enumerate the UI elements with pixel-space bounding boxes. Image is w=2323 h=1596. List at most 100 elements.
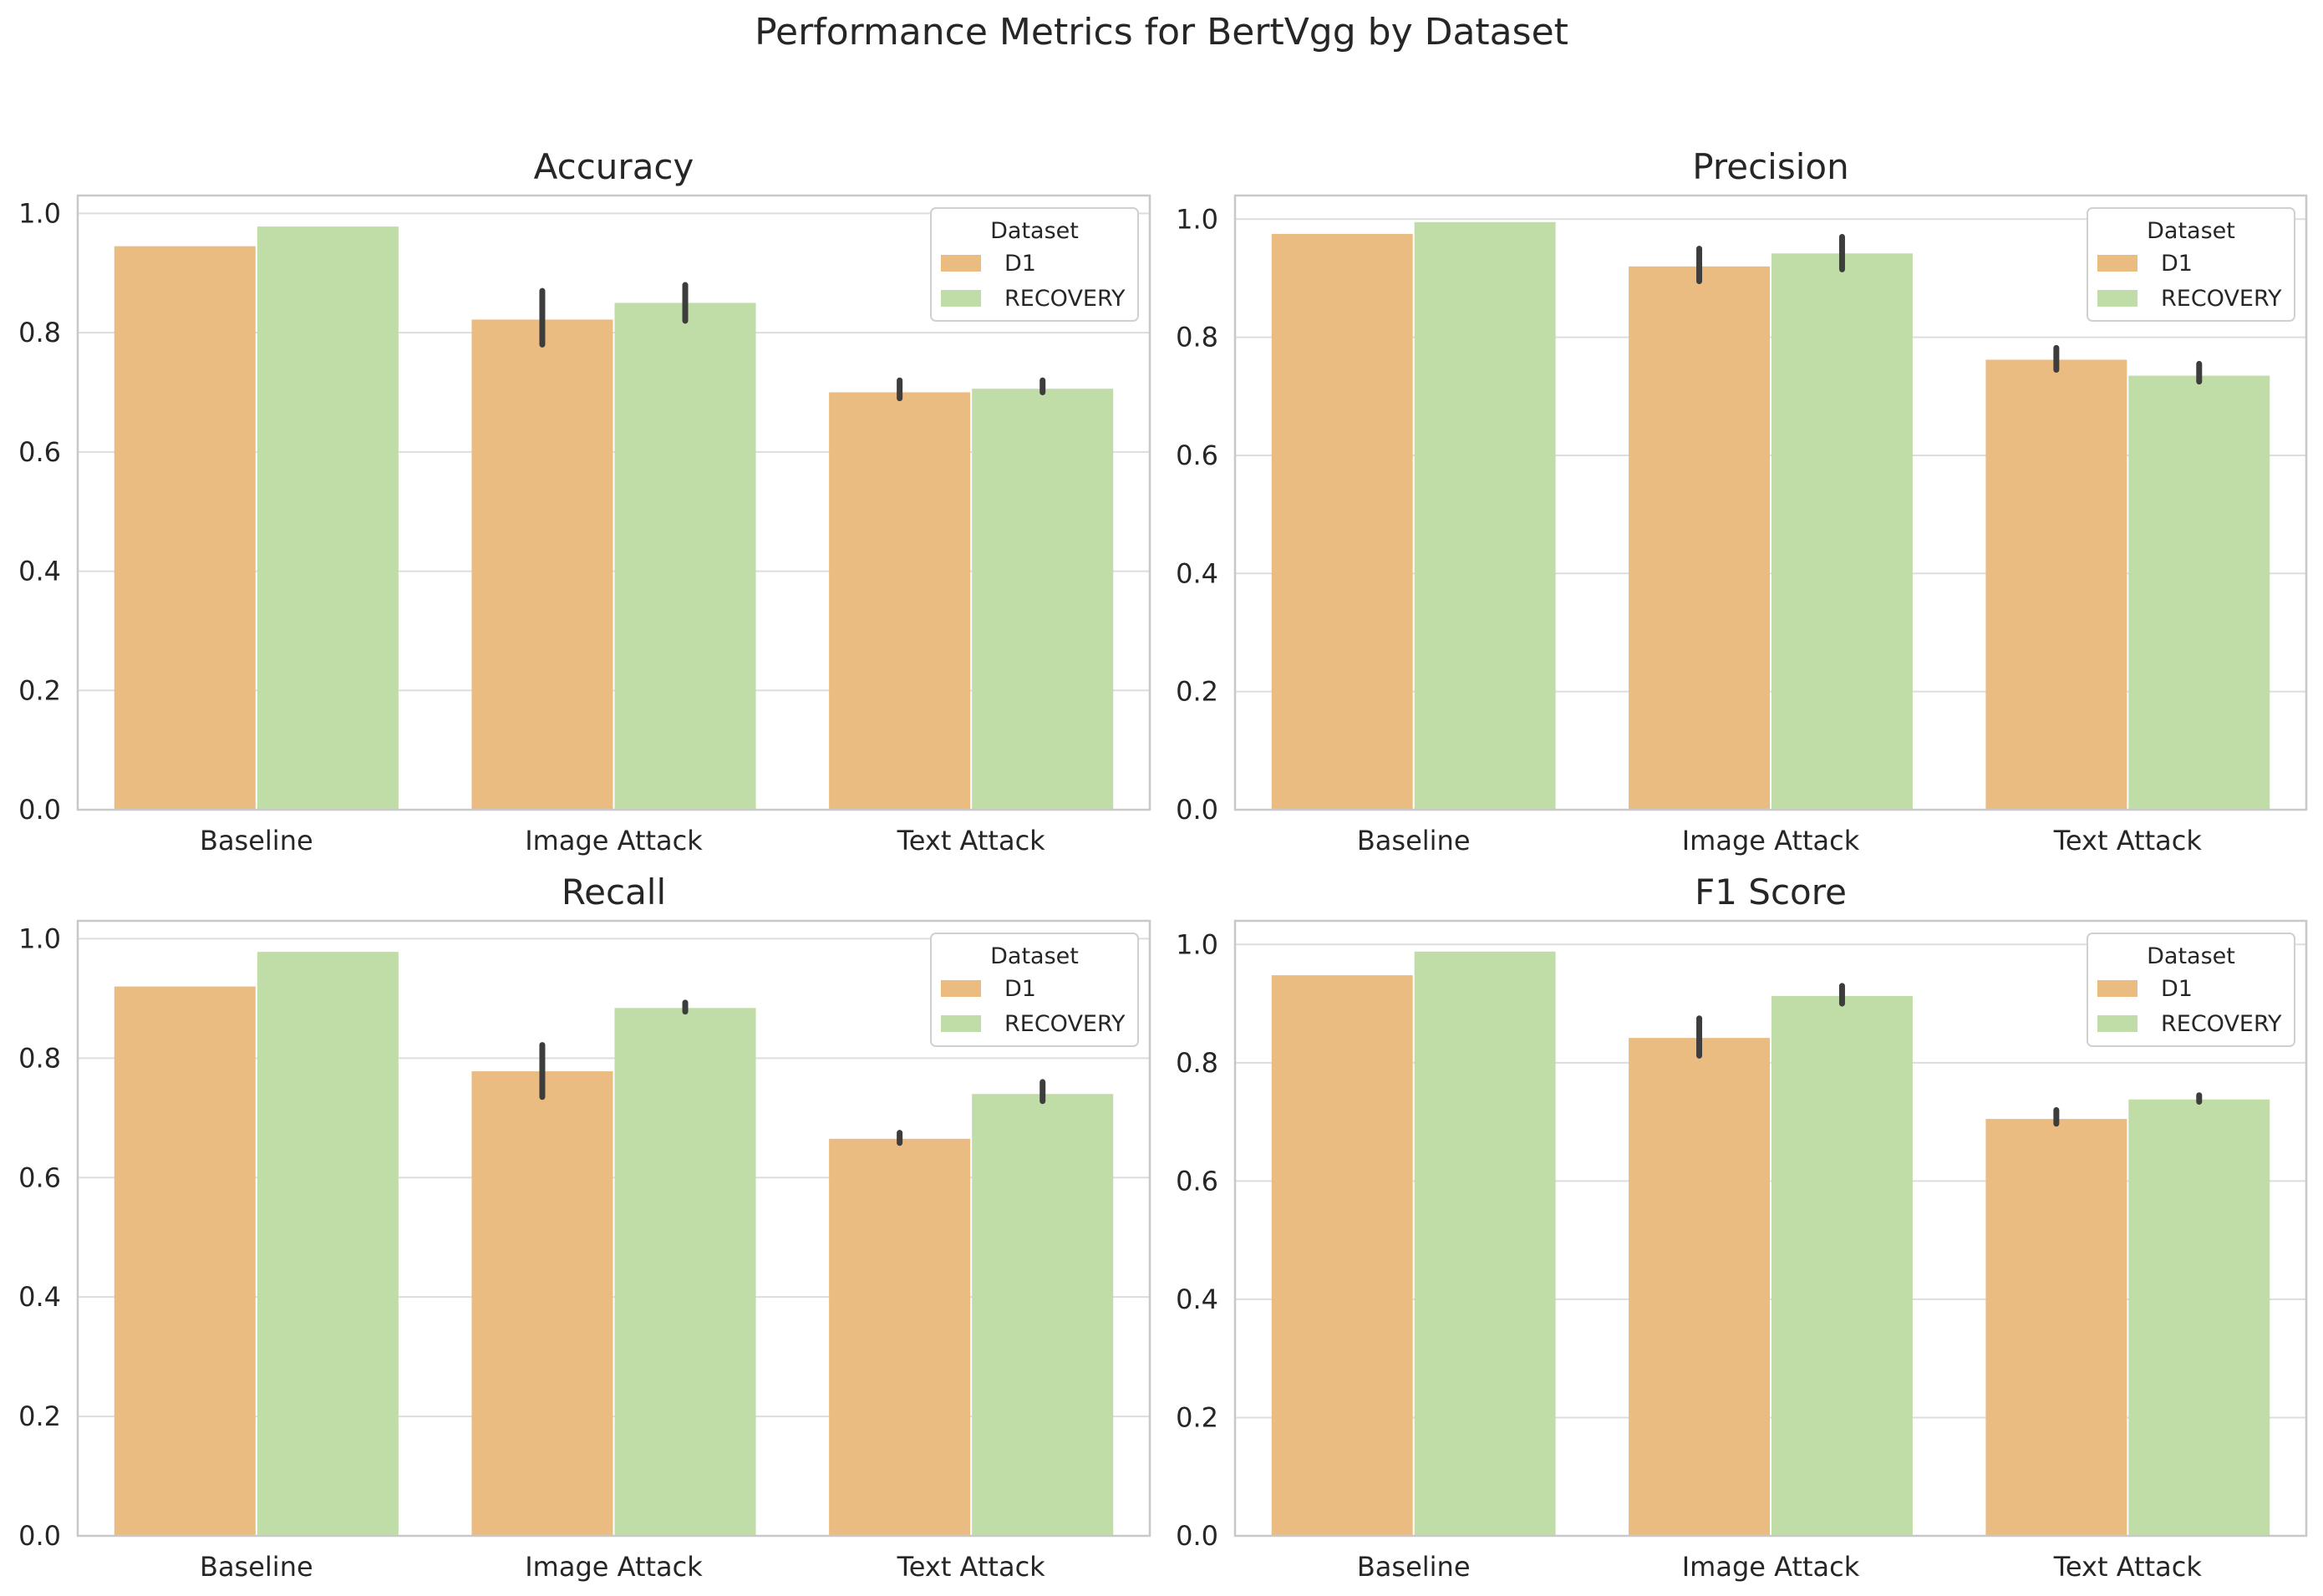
bar-recovery-image-attack bbox=[1771, 995, 1913, 1536]
bar-recovery-image-attack bbox=[1771, 253, 1913, 810]
legend-label-d1: D1 bbox=[1004, 251, 1036, 277]
y-tick-label: 0.0 bbox=[1176, 1520, 1218, 1552]
bar-recovery-baseline bbox=[257, 226, 399, 810]
panel-title: Recall bbox=[562, 872, 666, 912]
legend-box bbox=[2087, 207, 2295, 322]
legend-swatch-recovery bbox=[941, 290, 981, 307]
y-tick-label: 0.4 bbox=[18, 556, 61, 587]
y-tick-label: 0.0 bbox=[1176, 794, 1218, 826]
legend-swatch-recovery bbox=[2097, 290, 2137, 307]
panel-f1-score: 0.0 0.2 0.4 0.6 0.8 1.0 Baseline Image Attack Te… bbox=[1176, 872, 2308, 1583]
panel-title: Precision bbox=[1692, 146, 1848, 187]
bar-recovery-text-attack bbox=[972, 1094, 1114, 1536]
bar-recovery-baseline bbox=[1414, 951, 1556, 1536]
legend-title: Dataset bbox=[2147, 943, 2235, 969]
y-tick-label: 0.6 bbox=[18, 436, 61, 468]
x-tick-label: Baseline bbox=[1357, 825, 1471, 856]
x-tick-label: Image Attack bbox=[525, 825, 703, 856]
legend-label-recovery: RECOVERY bbox=[1004, 1011, 1126, 1037]
x-tick-label: Text Attack bbox=[2053, 825, 2203, 856]
bar-d1-baseline bbox=[114, 986, 256, 1536]
legend-box bbox=[930, 207, 1139, 322]
x-tick-label: Baseline bbox=[200, 1551, 313, 1583]
y-tick-label: 1.0 bbox=[18, 197, 61, 229]
y-tick-label: 0.0 bbox=[18, 794, 61, 826]
legend-label-recovery: RECOVERY bbox=[1004, 286, 1126, 312]
bar-d1-baseline bbox=[114, 246, 256, 810]
legend-swatch-recovery bbox=[941, 1015, 981, 1032]
legend-swatch-d1 bbox=[2097, 255, 2137, 272]
legend-label-recovery: RECOVERY bbox=[2161, 286, 2282, 312]
bar-d1-image-attack bbox=[1629, 1038, 1770, 1536]
bar-d1-text-attack bbox=[829, 392, 971, 810]
legend-box bbox=[930, 933, 1139, 1047]
y-tick-label: 0.2 bbox=[1176, 676, 1218, 708]
y-tick-label: 1.0 bbox=[18, 923, 61, 954]
axes-frame bbox=[76, 919, 1151, 1538]
y-tick-label: 0.6 bbox=[1176, 440, 1218, 471]
bar-d1-text-attack bbox=[829, 1138, 971, 1536]
legend-swatch-recovery bbox=[2097, 1015, 2137, 1032]
y-tick-label: 0.0 bbox=[18, 1520, 61, 1552]
axes-frame bbox=[1233, 919, 2308, 1538]
y-tick-label: 0.4 bbox=[1176, 1283, 1218, 1315]
axes-frame bbox=[1233, 194, 2308, 811]
x-tick-label: Text Attack bbox=[897, 1551, 1046, 1583]
bar-recovery-text-attack bbox=[972, 389, 1114, 810]
x-tick-label: Text Attack bbox=[897, 825, 1046, 856]
y-tick-label: 1.0 bbox=[1176, 203, 1218, 235]
bar-recovery-image-attack bbox=[614, 302, 756, 810]
bar-recovery-baseline bbox=[257, 952, 399, 1536]
bar-recovery-text-attack bbox=[2128, 1099, 2270, 1536]
x-tick-label: Text Attack bbox=[2053, 1551, 2203, 1583]
y-tick-label: 0.8 bbox=[18, 317, 61, 348]
legend: Dataset D1 RECOVERY bbox=[2087, 933, 2295, 1047]
legend-swatch-d1 bbox=[941, 980, 981, 997]
panel-precision: 0.0 0.2 0.4 0.6 0.8 1.0 Baseline Image Attack Te… bbox=[1176, 146, 2308, 856]
axes-frame bbox=[76, 194, 1151, 811]
legend: Dataset D1 RECOVERY bbox=[2087, 207, 2295, 322]
bar-recovery-baseline bbox=[1414, 221, 1556, 811]
bar-d1-text-attack bbox=[1985, 1119, 2127, 1536]
y-tick-label: 0.6 bbox=[1176, 1165, 1218, 1197]
legend-swatch-d1 bbox=[2097, 980, 2137, 997]
legend-swatch-d1 bbox=[941, 255, 981, 272]
bar-d1-image-attack bbox=[471, 1071, 613, 1536]
bar-recovery-image-attack bbox=[614, 1008, 756, 1536]
legend-title: Dataset bbox=[2147, 218, 2235, 244]
legend-label-d1: D1 bbox=[2161, 976, 2193, 1002]
legend-label-recovery: RECOVERY bbox=[2161, 1011, 2282, 1037]
y-tick-label: 0.2 bbox=[1176, 1401, 1218, 1433]
bar-d1-baseline bbox=[1271, 975, 1413, 1536]
x-tick-label: Image Attack bbox=[1682, 1551, 1860, 1583]
bar-d1-image-attack bbox=[1629, 266, 1770, 810]
y-tick-label: 1.0 bbox=[1176, 928, 1218, 960]
y-tick-label: 0.8 bbox=[1176, 322, 1218, 353]
y-tick-label: 0.4 bbox=[18, 1281, 61, 1313]
bar-d1-baseline bbox=[1271, 233, 1413, 810]
legend-label-d1: D1 bbox=[2161, 251, 2193, 277]
y-tick-label: 0.6 bbox=[18, 1161, 61, 1193]
y-tick-label: 0.2 bbox=[18, 1400, 61, 1432]
panel-accuracy: 0.0 0.2 0.4 0.6 0.8 1.0 Baseline Image Attack Te… bbox=[18, 146, 1151, 856]
y-tick-label: 0.8 bbox=[18, 1042, 61, 1074]
legend-label-d1: D1 bbox=[1004, 976, 1036, 1002]
y-tick-label: 0.2 bbox=[18, 674, 61, 706]
y-tick-label: 0.8 bbox=[1176, 1047, 1218, 1079]
legend-box bbox=[2087, 933, 2295, 1047]
figure-title: Performance Metrics for BertVgg by Datas… bbox=[755, 11, 1568, 53]
bar-recovery-text-attack bbox=[2128, 375, 2270, 811]
panel-title: F1 Score bbox=[1695, 872, 1847, 912]
legend-title: Dataset bbox=[990, 218, 1079, 244]
y-tick-label: 0.4 bbox=[1176, 557, 1218, 589]
bar-d1-text-attack bbox=[1985, 359, 2127, 810]
panel-recall: 0.0 0.2 0.4 0.6 0.8 1.0 Baseline Image Attack Te… bbox=[18, 872, 1151, 1583]
x-tick-label: Image Attack bbox=[525, 1551, 703, 1583]
panel-title: Accuracy bbox=[534, 146, 694, 187]
legend: Dataset D1 RECOVERY bbox=[930, 207, 1139, 322]
x-tick-label: Baseline bbox=[200, 825, 313, 856]
legend-title: Dataset bbox=[990, 943, 1079, 969]
legend: Dataset D1 RECOVERY bbox=[930, 933, 1139, 1047]
x-tick-label: Image Attack bbox=[1682, 825, 1860, 856]
